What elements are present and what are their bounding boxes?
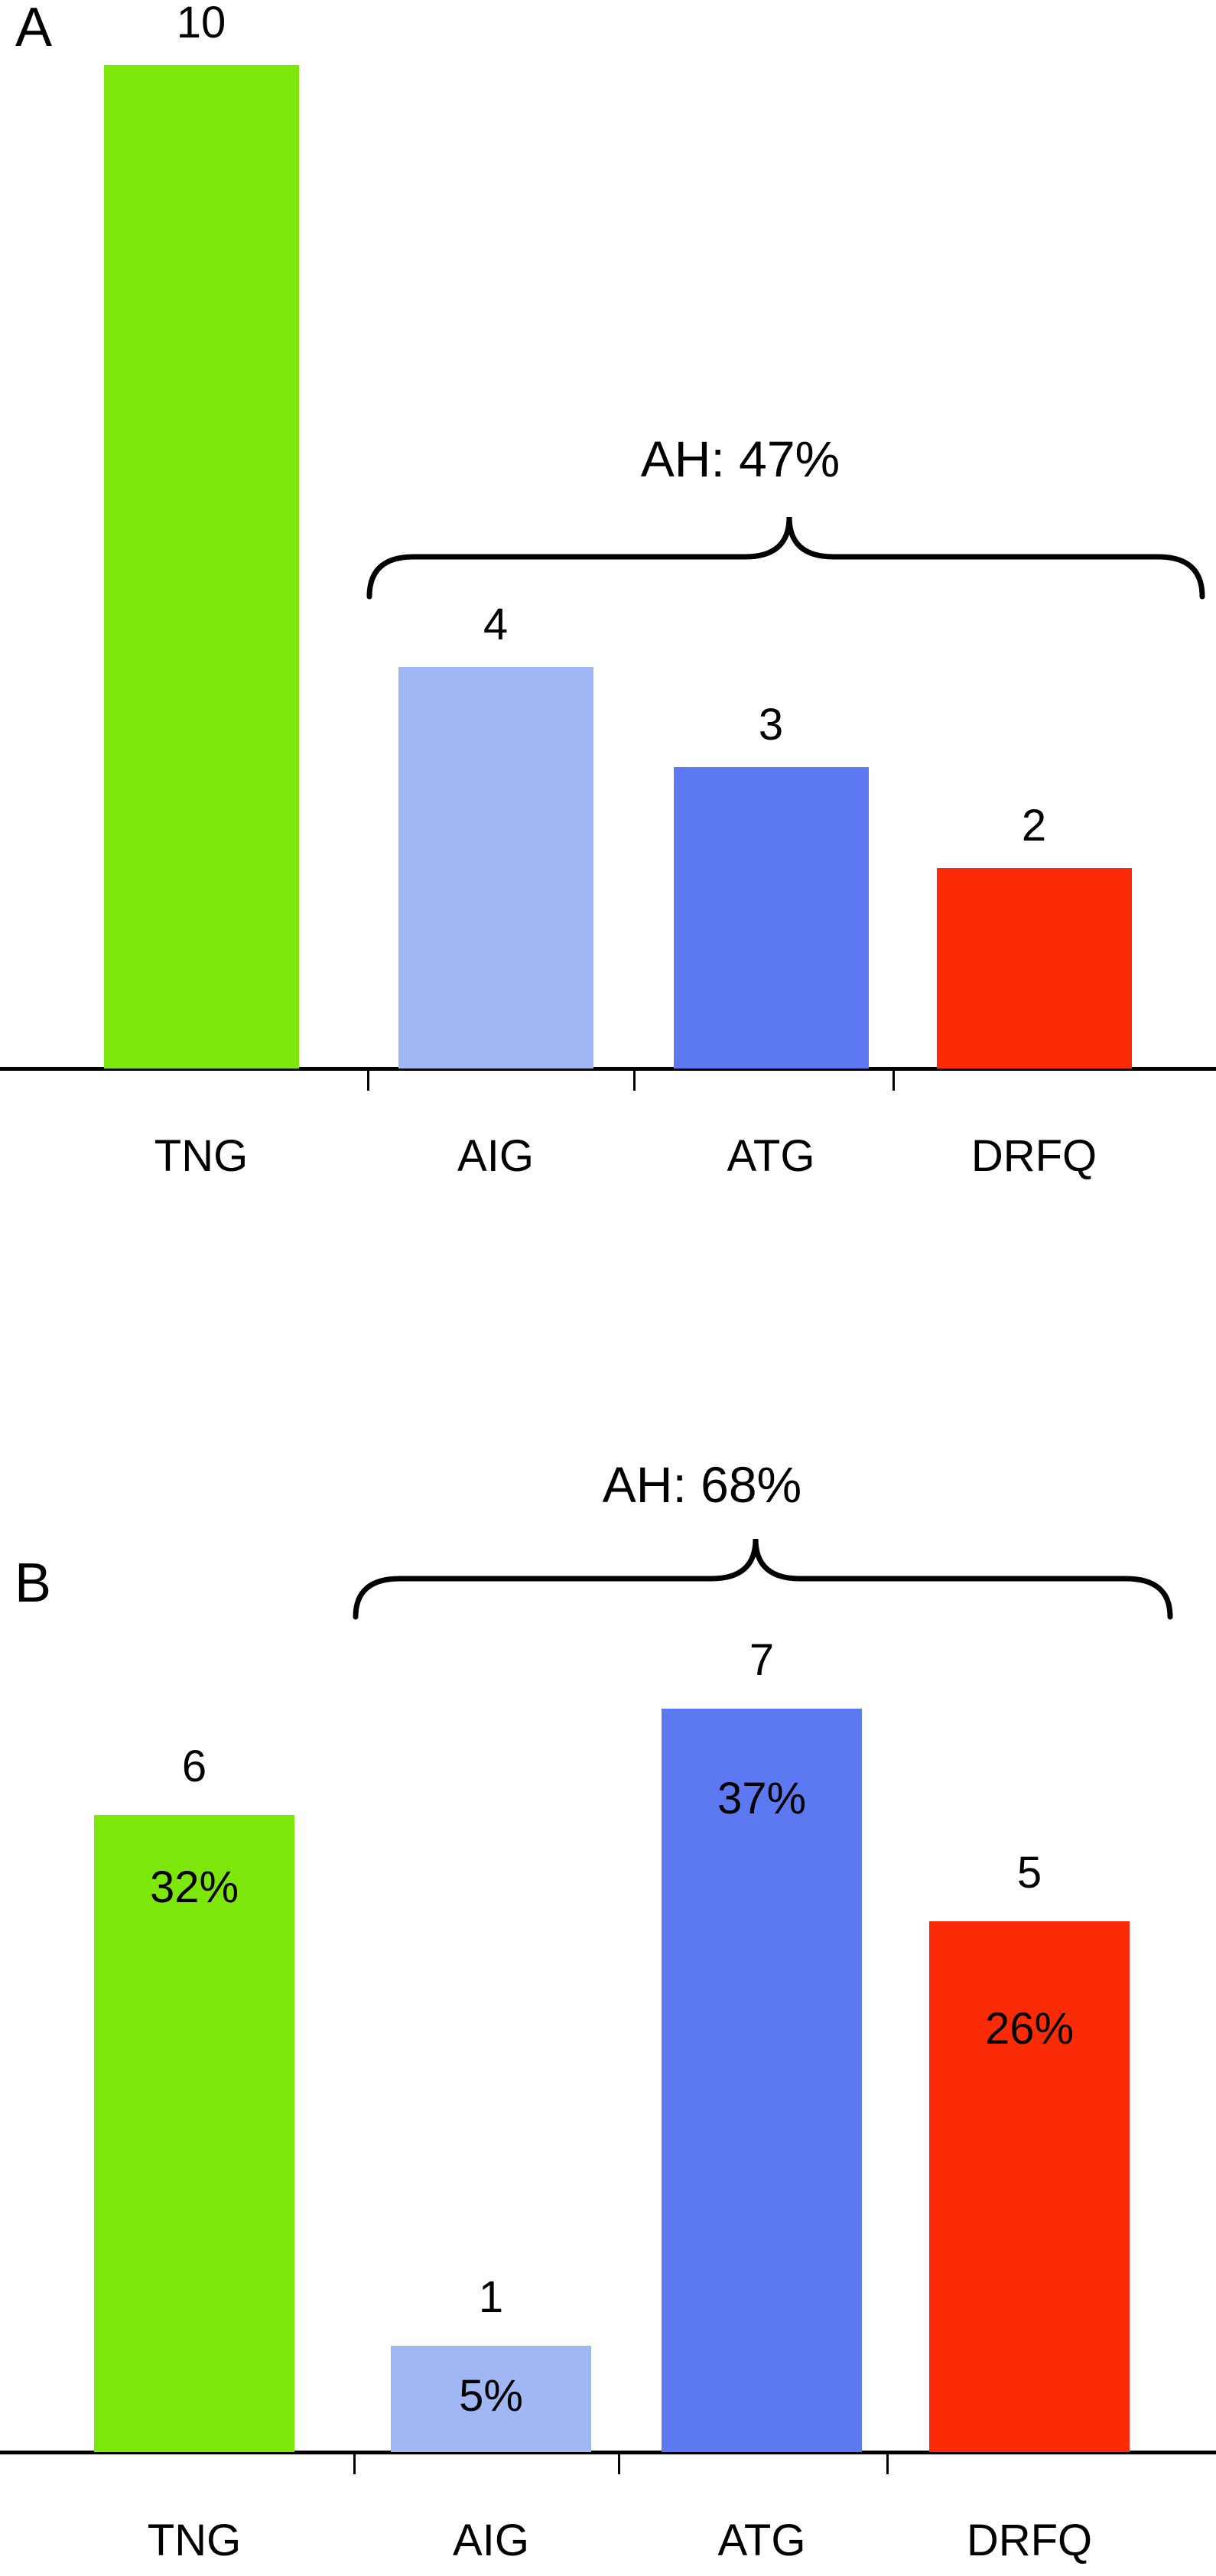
panel-a-axis-tick	[367, 1070, 369, 1091]
category-label-atg-panel-b: ATG	[717, 2516, 806, 2565]
bar-value-label: 5	[1016, 1848, 1042, 1898]
bar-aig-panel-b	[391, 2346, 591, 2452]
category-label-tng-panel-b: TNG	[147, 2516, 242, 2565]
bar-atg-panel-b	[662, 1709, 862, 2452]
panel-b-x-axis	[0, 2451, 1216, 2454]
bar-aig-panel-a	[398, 667, 593, 1068]
panel-a-label: A	[15, 0, 53, 58]
bar-tng-panel-b	[94, 1815, 294, 2452]
category-label-drfq-panel-a: DRFQ	[971, 1131, 1097, 1181]
bar-value-label: 10	[176, 0, 226, 47]
bar-drfq-panel-b	[929, 1921, 1130, 2452]
bar-value-label: 6	[181, 1742, 207, 1791]
bar-percent-label: 26%	[984, 2004, 1075, 2054]
panel-b-ah-annotation: AH: 68%	[602, 1456, 802, 1513]
panel-a-axis-tick	[892, 1070, 895, 1091]
panel-b-axis-tick	[618, 2454, 620, 2474]
category-label-atg-panel-a: ATG	[727, 1131, 815, 1181]
bar-atg-panel-a	[673, 767, 869, 1068]
bar-drfq-panel-a	[936, 868, 1132, 1068]
panel-b-label: B	[15, 1553, 52, 1614]
category-label-aig-panel-b: AIG	[453, 2516, 529, 2565]
panel-a-curly-brace-icon	[366, 516, 1205, 600]
panel-b-curly-brace-icon	[353, 1538, 1173, 1620]
bar-percent-label: 32%	[149, 1862, 239, 1912]
bar-percent-label: 5%	[459, 2371, 523, 2421]
panel-b-axis-tick	[353, 2454, 356, 2474]
bar-value-label: 1	[478, 2272, 504, 2322]
bar-percent-label: 37%	[717, 1774, 807, 1823]
bar-value-label: 7	[749, 1635, 775, 1685]
panel-b-axis-tick	[886, 2454, 889, 2474]
bar-value-label: 4	[483, 600, 509, 649]
category-label-tng-panel-a: TNG	[154, 1131, 249, 1181]
bar-tng-panel-a	[103, 65, 299, 1068]
category-label-drfq-panel-b: DRFQ	[966, 2516, 1093, 2565]
panel-a-x-axis	[0, 1067, 1216, 1071]
bar-value-label: 3	[758, 700, 784, 750]
bar-value-label: 2	[1021, 801, 1047, 851]
category-label-aig-panel-a: AIG	[457, 1131, 534, 1181]
panel-a-axis-tick	[633, 1070, 636, 1091]
panel-a-ah-annotation: AH: 47%	[640, 431, 840, 487]
